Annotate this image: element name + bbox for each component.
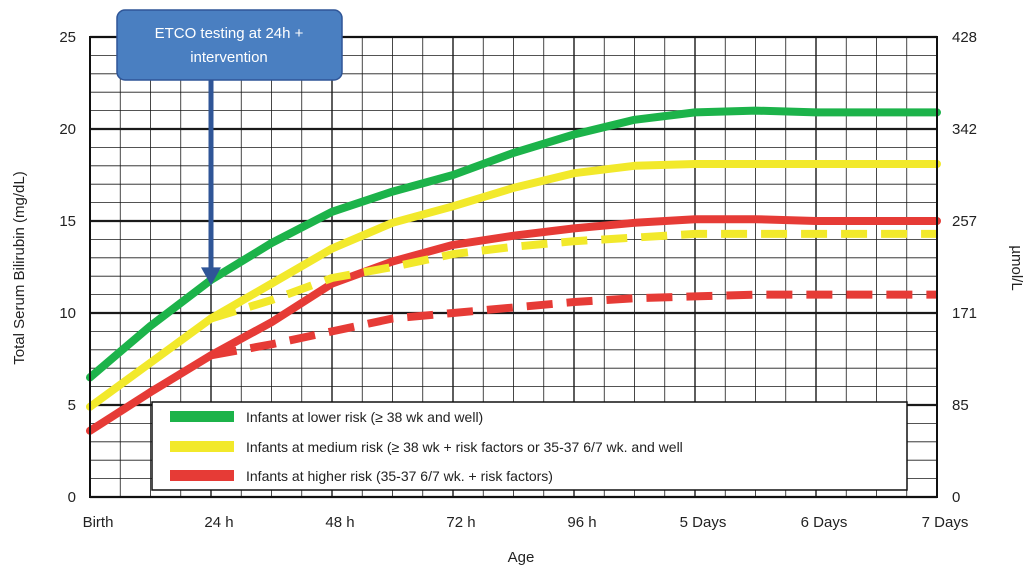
y-axis-title: Total Serum Bilirubin (mg/dL) (11, 171, 28, 364)
legend-swatch-medium-risk (170, 441, 234, 452)
y2-axis-title: µmol/L (1008, 245, 1025, 290)
x-tick-label: 5 Days (680, 514, 727, 531)
series-line-2 (86, 160, 941, 411)
y2-tick-label: 257 (952, 213, 977, 230)
series-group (86, 106, 941, 435)
legend-label-higher-risk: Infants at higher risk (35-37 6/7 wk. + … (246, 468, 553, 484)
x-axis-title: Age (508, 549, 535, 566)
y-tick-label: 25 (59, 29, 76, 46)
legend-box (151, 401, 908, 491)
x-tick-label: 96 h (567, 514, 596, 531)
y-tick-label: 20 (59, 121, 76, 138)
plot-frame (89, 36, 938, 498)
x-tick-label: Birth (83, 514, 114, 531)
callout-arrow-head (201, 267, 221, 286)
y2-tick-label: 0 (952, 489, 960, 506)
legend-label-medium-risk: Infants at medium risk (≥ 38 wk + risk f… (246, 439, 683, 455)
etco-callout: ETCO testing at 24h + intervention (116, 9, 343, 286)
callout-box (116, 9, 343, 81)
callout-text-line-1: ETCO testing at 24h + (155, 25, 304, 42)
x-tick-label: 48 h (325, 514, 354, 531)
x-tick-label: 72 h (446, 514, 475, 531)
y-tick-label: 5 (68, 397, 76, 414)
y-tick-label: 10 (59, 305, 76, 322)
series-line-4 (209, 229, 937, 323)
y2-tick-label: 342 (952, 121, 977, 138)
series-line-5 (210, 290, 937, 360)
series-line-3 (86, 215, 941, 435)
x-tick-label: 24 h (204, 514, 233, 531)
x-tick-label: 7 Days (922, 514, 969, 531)
legend-swatch-higher-risk (170, 470, 234, 481)
legend-label-lower-risk: Infants at lower risk (≥ 38 wk and well) (246, 409, 483, 425)
series-line-1 (86, 106, 941, 382)
legend: Infants at lower risk (≥ 38 wk and well)… (151, 401, 908, 491)
callout-text-line-2: intervention (190, 49, 268, 66)
x-tick-label: 6 Days (801, 514, 848, 531)
tick-labels: Birth 24 h 48 h 72 h 96 h 5 Days 6 Days 7 Days 0… (59, 29, 977, 531)
y-tick-label: 15 (59, 213, 76, 230)
legend-swatch-lower-risk (170, 411, 234, 422)
y-tick-label: 0 (68, 489, 76, 506)
y2-tick-label: 171 (952, 305, 977, 322)
y2-tick-label: 85 (952, 397, 969, 414)
y2-tick-label: 428 (952, 29, 977, 46)
